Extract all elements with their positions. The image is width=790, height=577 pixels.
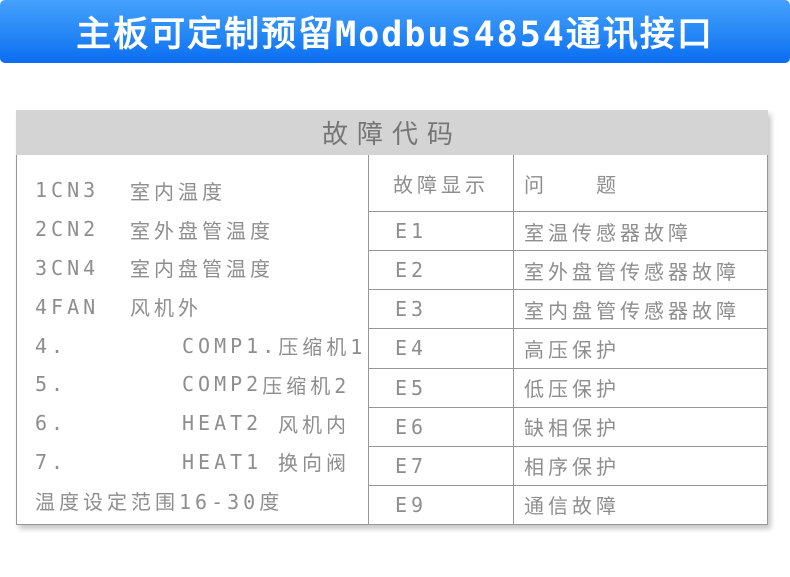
fault-code-panel: 故障代码 1CN3 室内温度 2CN2 室外盘管温度 3CN4 室内盘管温度 4… [16, 110, 768, 525]
fault-table-row: E4 高压保护 [369, 329, 767, 369]
fault-desc-cell: 高压保护 [524, 337, 620, 362]
spec-code: 4. [35, 333, 68, 358]
spec-code: 4FAN [35, 294, 100, 319]
spec-desc: 压缩机1 [278, 335, 367, 360]
spec-row: 2CN2 室外盘管温度 [35, 210, 362, 249]
spec-code: 5. [35, 372, 68, 397]
spec-code: 3CN4 [35, 255, 100, 280]
banner-title: 主板可定制预留Modbus4854通讯接口 [76, 15, 714, 55]
spec-row: 1CN3 室内温度 [35, 171, 362, 210]
spec-code: 1CN3 [35, 178, 100, 203]
banner: 主板可定制预留Modbus4854通讯接口 [0, 0, 790, 63]
spec-row: 6. HEAT2 风机内 [35, 404, 362, 443]
fault-table-row: E3 室内盘管传感器故障 [369, 290, 767, 330]
spec-label: 风机外 [130, 296, 202, 321]
spec-label: HEAT1 [182, 449, 263, 474]
spec-desc: 压缩机2 [262, 373, 351, 398]
panel-title: 故障代码 [16, 110, 768, 155]
fault-code-cell: E6 [369, 407, 514, 446]
panel-body: 1CN3 室内温度 2CN2 室外盘管温度 3CN4 室内盘管温度 4FAN 风… [16, 155, 768, 525]
fault-table-row: E2 室外盘管传感器故障 [369, 251, 767, 291]
spec-label: COMP1. [182, 333, 279, 358]
fault-desc-cell: 低压保护 [524, 377, 620, 402]
spec-row: 4FAN 风机外 [35, 287, 362, 326]
spec-label: HEAT2 [182, 411, 263, 436]
fault-desc-cell: 室外盘管传感器故障 [524, 259, 740, 284]
fault-desc-cell: 通信故障 [524, 494, 620, 519]
fault-code-cell: E5 [369, 368, 514, 407]
fault-desc-cell: 室内盘管传感器故障 [524, 298, 740, 323]
fault-table: 故障显示 问 题 E1 室温传感器故障 E2 室外盘管传感器故障 E3 室内盘管… [368, 155, 767, 524]
spec-label: COMP2 [182, 372, 263, 397]
fault-desc-cell: 相序保护 [524, 455, 620, 480]
fault-desc-cell: 缺相保护 [524, 416, 620, 441]
fault-table-header: 故障显示 问 题 [369, 155, 767, 212]
fault-table-row: E1 室温传感器故障 [369, 212, 767, 252]
header-fault-display: 故障显示 [369, 155, 514, 211]
spec-label: 室内温度 [130, 179, 226, 204]
fault-table-row: E6 缺相保护 [369, 407, 767, 447]
spec-row: 5. COMP2 压缩机2 [35, 365, 362, 404]
spec-label: 室外盘管温度 [130, 218, 274, 243]
fault-desc-cell: 室温传感器故障 [524, 220, 692, 245]
terminal-spec-list: 1CN3 室内温度 2CN2 室外盘管温度 3CN4 室内盘管温度 4FAN 风… [17, 155, 368, 524]
fault-table-row: E9 通信故障 [369, 485, 767, 524]
fault-table-row: E7 相序保护 [369, 446, 767, 486]
fault-code-cell: E9 [369, 485, 514, 524]
spec-row: 7. HEAT1 换向阀 [35, 442, 362, 481]
spec-desc: 换向阀 [278, 451, 350, 476]
spec-code: 2CN2 [35, 217, 100, 242]
fault-code-cell: E1 [369, 212, 514, 251]
spec-code: 6. [35, 411, 68, 436]
spec-desc: 风机内 [278, 412, 350, 437]
fault-code-cell: E4 [369, 329, 514, 368]
spec-row: 3CN4 室内盘管温度 [35, 249, 362, 288]
temp-range-text: 温度设定范围16-30度 [35, 490, 284, 515]
header-problem: 问 题 [524, 172, 621, 197]
fault-table-row: E5 低压保护 [369, 368, 767, 408]
spec-label: 室内盘管温度 [130, 257, 274, 282]
fault-code-cell: E3 [369, 290, 514, 329]
fault-code-cell: E7 [369, 446, 514, 485]
spec-row: 4. COMP1. 压缩机1 [35, 326, 362, 365]
fault-code-cell: E2 [369, 251, 514, 290]
spec-code: 7. [35, 449, 68, 474]
spec-row-temp-range: 温度设定范围16-30度 [35, 481, 362, 520]
